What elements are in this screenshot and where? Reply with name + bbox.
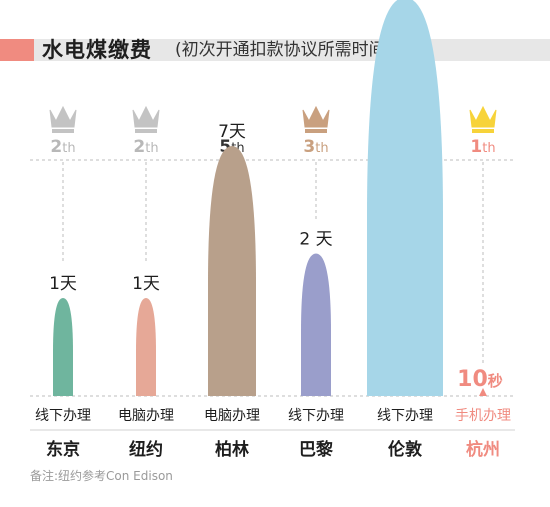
city-label: 杭州 [466,439,500,460]
crown-base-icon [135,129,157,133]
method-label: 电脑办理 [118,408,174,424]
crown-icon [469,105,497,128]
method-label: 线下办理 [377,408,433,424]
page-subtitle: (初次开通扣款协议所需时间) [175,40,393,60]
bar [367,0,443,396]
crown-base-icon [52,129,74,133]
value-label: 1天 [49,274,77,294]
method-label: 线下办理 [288,408,344,424]
crown-icon [302,105,330,128]
title-accent-bar [0,39,34,61]
bar [208,146,256,396]
city-label: 巴黎 [299,439,333,460]
value-label: 1天 [132,274,160,294]
city-label: 伦敦 [388,439,423,460]
crown-icon [132,105,160,128]
method-label: 电脑办理 [204,408,260,424]
city-label: 柏林 [215,439,249,460]
value-label: 10秒 [457,367,503,392]
rank-label: 2th [50,137,75,157]
crown-base-icon [472,129,494,133]
crown-base-icon [305,129,327,133]
bar [53,298,73,396]
footnote: 备注:纽约参考Con Edison [30,469,173,483]
rank-label: 2th [133,137,158,157]
bar [301,253,331,396]
city-label: 东京 [46,439,80,460]
city-label: 纽约 [129,439,163,460]
rank-label: 3th [303,137,328,157]
value-label: 2 天 [299,230,332,250]
value-label: 7天 [218,122,246,142]
method-label: 手机办理 [455,408,511,424]
method-label: 线下办理 [35,408,91,424]
page-title: 水电煤缴费 [42,38,152,62]
bar [136,298,156,396]
bar [479,388,487,396]
crown-icon [49,105,77,128]
rank-label: 1th [470,137,495,157]
